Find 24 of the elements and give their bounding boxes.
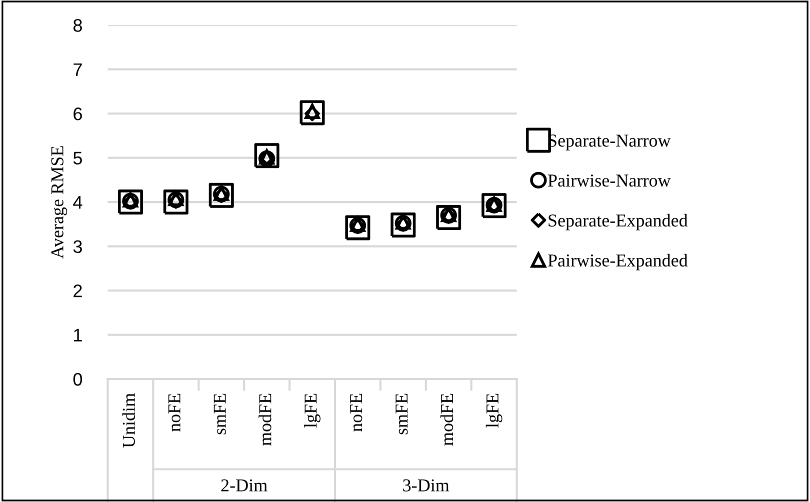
x-tick-label: Unidim bbox=[122, 393, 135, 448]
y-tick-label: 1 bbox=[74, 328, 82, 342]
x-tick-label: noFE bbox=[168, 394, 180, 432]
x-tick-label: lgFE bbox=[304, 394, 320, 428]
y-tick-label: 6 bbox=[74, 108, 82, 120]
x-tick-label: noFE bbox=[350, 394, 362, 432]
text: 2-Dim bbox=[221, 479, 268, 492]
x-tick-label: lgFE bbox=[486, 394, 502, 428]
legend-label: Pairwise-Expanded bbox=[548, 254, 688, 270]
x-tick-label: modFE bbox=[440, 394, 454, 446]
x-tick-label: modFE bbox=[258, 394, 272, 446]
legend-label: Pairwise-Narrow bbox=[548, 174, 671, 187]
y-tick-label: 2 bbox=[74, 284, 82, 298]
y-axis-title: Average RMSE bbox=[51, 146, 68, 259]
y-tick-label: 0 bbox=[73, 372, 82, 386]
y-tick-label: 8 bbox=[73, 19, 82, 32]
y-tick-label: 3 bbox=[73, 240, 82, 254]
y-tick-label: 7 bbox=[74, 63, 82, 76]
text: 3-Dim bbox=[403, 479, 450, 492]
legend-label: Separate-Expanded bbox=[548, 214, 688, 230]
y-tick-label: 5 bbox=[73, 152, 82, 165]
x-tick-label: smFE bbox=[396, 394, 408, 434]
x-tick-label: smFE bbox=[214, 394, 226, 434]
y-tick-label: 4 bbox=[73, 196, 82, 209]
